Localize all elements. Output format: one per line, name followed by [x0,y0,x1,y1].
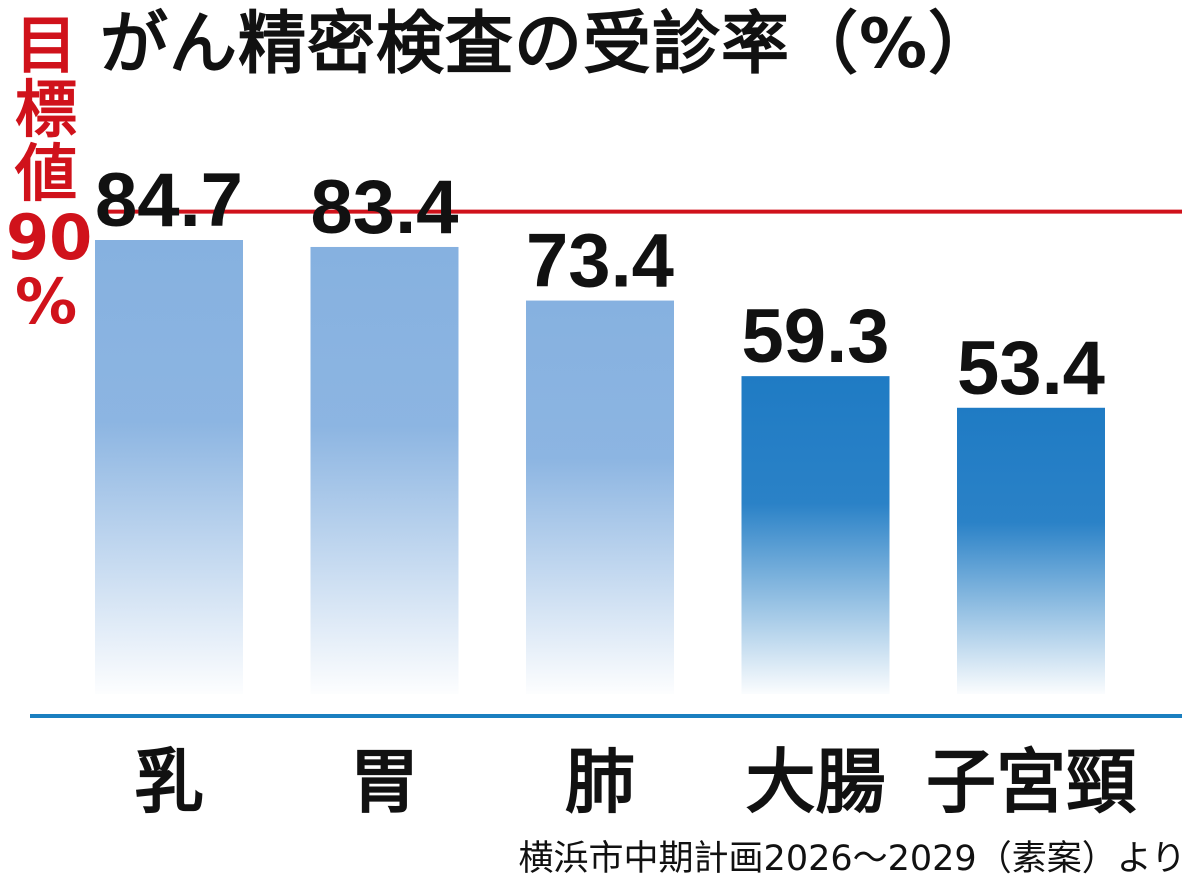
target-label-unit: % [14,265,78,338]
chart-title: がん精密検査の受診率（%） [100,5,998,84]
bar-value-label: 59.3 [742,294,890,379]
bar-value-label: 84.7 [95,158,243,243]
bar-2 [310,246,459,694]
target-label-char: 標 [14,73,77,146]
category-label: 胃 [350,741,420,823]
category-label: 子宮頸 [926,741,1136,823]
target-value-label: 目 標 値 90 % [6,9,93,338]
target-label-char: 値 [14,137,77,210]
category-label: 乳 [134,741,204,823]
bar-3 [526,300,674,694]
bar-value-label: 53.4 [957,326,1105,411]
category-label: 大腸 [746,741,886,823]
source-note: 横浜市中期計画2026〜2029（素案）より [518,839,1186,879]
bar-4 [741,376,890,694]
bar-5 [957,407,1105,694]
bar-value-label: 83.4 [311,165,459,250]
bar-value-label: 73.4 [526,219,674,304]
target-label-value: 90 [6,201,93,274]
target-label-char: 目 [14,9,77,82]
category-label: 肺 [565,741,635,823]
bar-1 [95,240,243,694]
